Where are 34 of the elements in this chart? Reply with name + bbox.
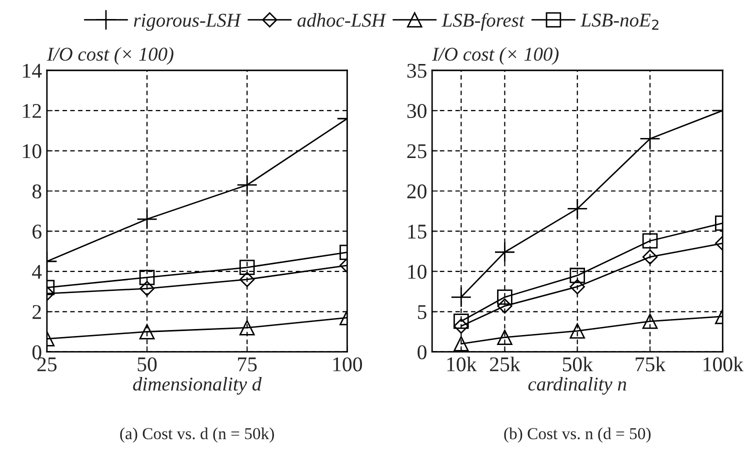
y-tick-label: 25 [407,144,426,158]
x-axis-title: cardinality n [528,376,626,395]
y-tick-label: 0 [418,345,426,360]
y-tick-label: 12 [23,104,41,118]
legend-label: rigorous-LSH [134,14,242,31]
y-tick-label: 10 [23,144,42,158]
y-tick-label: 2 [32,305,41,319]
x-tick-label: 75k [636,356,666,372]
x-tick-label: 100k [704,356,744,372]
y-axis-title: I/O cost (× 100) [46,47,174,65]
y-tick-label: 14 [23,64,42,78]
y-tick-label: 30 [407,104,426,118]
y-tick-label: 20 [407,184,426,198]
x-tick-label: 50k [562,356,593,372]
y-tick-label: 6 [32,224,42,239]
y-tick-label: 0 [32,345,42,360]
x-tick-label: 100 [333,357,362,372]
x-tick-label: 10k [447,356,477,372]
x-tick-label: 50 [138,357,157,372]
y-tick-label: 5 [418,305,426,320]
legend-label: LSB-noE$_{2}$ [580,14,658,30]
y-tick-label: 10 [408,264,426,279]
text: (b) Cost vs. n (d = 50) [504,428,651,443]
text: (a) Cost vs. d (n = 50k) [120,428,274,443]
x-axis-title: dimensionality d [133,376,262,395]
x-tick-label: 25k [490,356,520,372]
legend-label: adhoc-LSH [297,13,386,27]
y-tick-label: 4 [32,264,42,279]
y-axis-title: I/O cost (× 100) [432,47,559,65]
y-tick-label: 35 [407,64,426,78]
legend-label: LSB-forest [442,12,525,31]
x-tick-label: 75 [238,358,257,372]
y-tick-label: 15 [408,224,426,239]
y-tick-label: 8 [32,184,42,198]
